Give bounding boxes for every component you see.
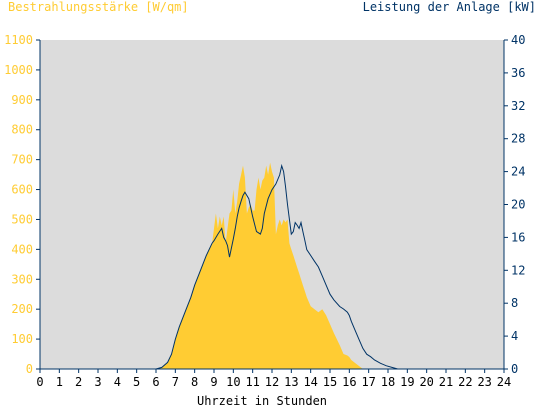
- x-tick-label: 18: [381, 375, 395, 389]
- right-tick-label: 28: [511, 132, 525, 146]
- left-axis-title: Bestrahlungsstärke [W/qm]: [8, 0, 189, 14]
- x-tick-label: 19: [400, 375, 414, 389]
- x-tick-label: 8: [191, 375, 198, 389]
- x-tick-label: 6: [152, 375, 159, 389]
- x-tick-label: 11: [245, 375, 259, 389]
- x-tick-label: 12: [265, 375, 279, 389]
- x-tick-label: 15: [323, 375, 337, 389]
- right-tick-label: 20: [511, 198, 525, 212]
- x-tick-label: 7: [172, 375, 179, 389]
- x-tick-label: 1: [56, 375, 63, 389]
- x-tick-label: 2: [75, 375, 82, 389]
- x-tick-label: 20: [419, 375, 433, 389]
- irradiance-area: [40, 162, 367, 369]
- x-tick-label: 23: [477, 375, 491, 389]
- x-tick-label: 24: [497, 375, 511, 389]
- right-tick-label: 32: [511, 99, 525, 113]
- left-tick-label: 100: [11, 332, 33, 346]
- right-tick-label: 4: [511, 329, 518, 343]
- right-tick-label: 8: [511, 296, 518, 310]
- x-tick-label: 4: [114, 375, 121, 389]
- right-tick-label: 40: [511, 33, 525, 47]
- x-tick-label: 17: [361, 375, 375, 389]
- right-tick-label: 16: [511, 230, 525, 244]
- left-tick-label: 500: [11, 212, 33, 226]
- left-tick-label: 400: [11, 242, 33, 256]
- x-tick-label: 5: [133, 375, 140, 389]
- right-tick-label: 12: [511, 263, 525, 277]
- left-tick-label: 300: [11, 272, 33, 286]
- left-tick-label: 600: [11, 183, 33, 197]
- x-tick-label: 21: [439, 375, 453, 389]
- x-tick-label: 22: [458, 375, 472, 389]
- power-line: [40, 163, 504, 370]
- left-tick-label: 700: [11, 153, 33, 167]
- x-tick-label: 10: [226, 375, 240, 389]
- x-tick-label: 16: [342, 375, 356, 389]
- left-tick-label: 800: [11, 123, 33, 137]
- x-tick-label: 13: [284, 375, 298, 389]
- x-tick-label: 3: [94, 375, 101, 389]
- x-tick-label: 0: [36, 375, 43, 389]
- left-tick-label: 1000: [4, 63, 33, 77]
- x-tick-label: 9: [210, 375, 217, 389]
- x-tick-label: 14: [303, 375, 317, 389]
- x-axis-title: Uhrzeit in Stunden: [197, 394, 327, 408]
- left-tick-label: 1100: [4, 33, 33, 47]
- left-tick-label: 200: [11, 302, 33, 316]
- right-axis-title: Leistung der Anlage [kW]: [363, 0, 536, 14]
- right-tick-label: 0: [511, 362, 518, 376]
- right-tick-label: 36: [511, 66, 525, 80]
- right-tick-label: 24: [511, 165, 525, 179]
- left-tick-label: 900: [11, 93, 33, 107]
- left-tick-label: 0: [26, 362, 33, 376]
